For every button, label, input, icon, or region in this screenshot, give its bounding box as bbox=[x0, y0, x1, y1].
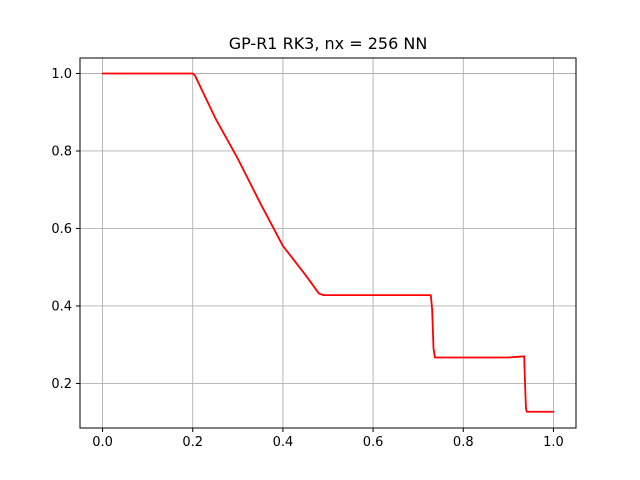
grid-lines bbox=[80, 58, 576, 428]
plot-area: 0.0 0.2 0.4 0.6 0.8 1.0 0.2 0.4 0.6 0.8 1.0 bbox=[51, 57, 577, 450]
series-line bbox=[101, 72, 555, 413]
axes-frame bbox=[79, 57, 577, 429]
x-axis: 0.0 0.2 0.4 0.6 0.8 1.0 bbox=[92, 428, 564, 450]
x-tick-label: 0.0 bbox=[92, 435, 113, 450]
x-tick-label: 1.0 bbox=[543, 435, 564, 450]
x-tick-label: 0.4 bbox=[273, 435, 294, 450]
y-tick-label: 0.6 bbox=[51, 222, 72, 237]
series-layer bbox=[101, 72, 555, 413]
y-tick-label: 0.4 bbox=[51, 299, 72, 314]
y-tick-label: 0.8 bbox=[51, 144, 72, 159]
plot-background bbox=[80, 58, 576, 428]
x-tick-label: 0.6 bbox=[363, 435, 384, 450]
y-tick-label: 1.0 bbox=[51, 67, 72, 82]
chart-title: GP-R1 RK3, nx = 256 NN bbox=[229, 34, 428, 53]
y-axis: 0.2 0.4 0.6 0.8 1.0 bbox=[51, 67, 80, 392]
x-tick-label: 0.8 bbox=[453, 435, 474, 450]
x-tick-label: 0.2 bbox=[182, 435, 203, 450]
y-tick-label: 0.2 bbox=[51, 377, 72, 392]
